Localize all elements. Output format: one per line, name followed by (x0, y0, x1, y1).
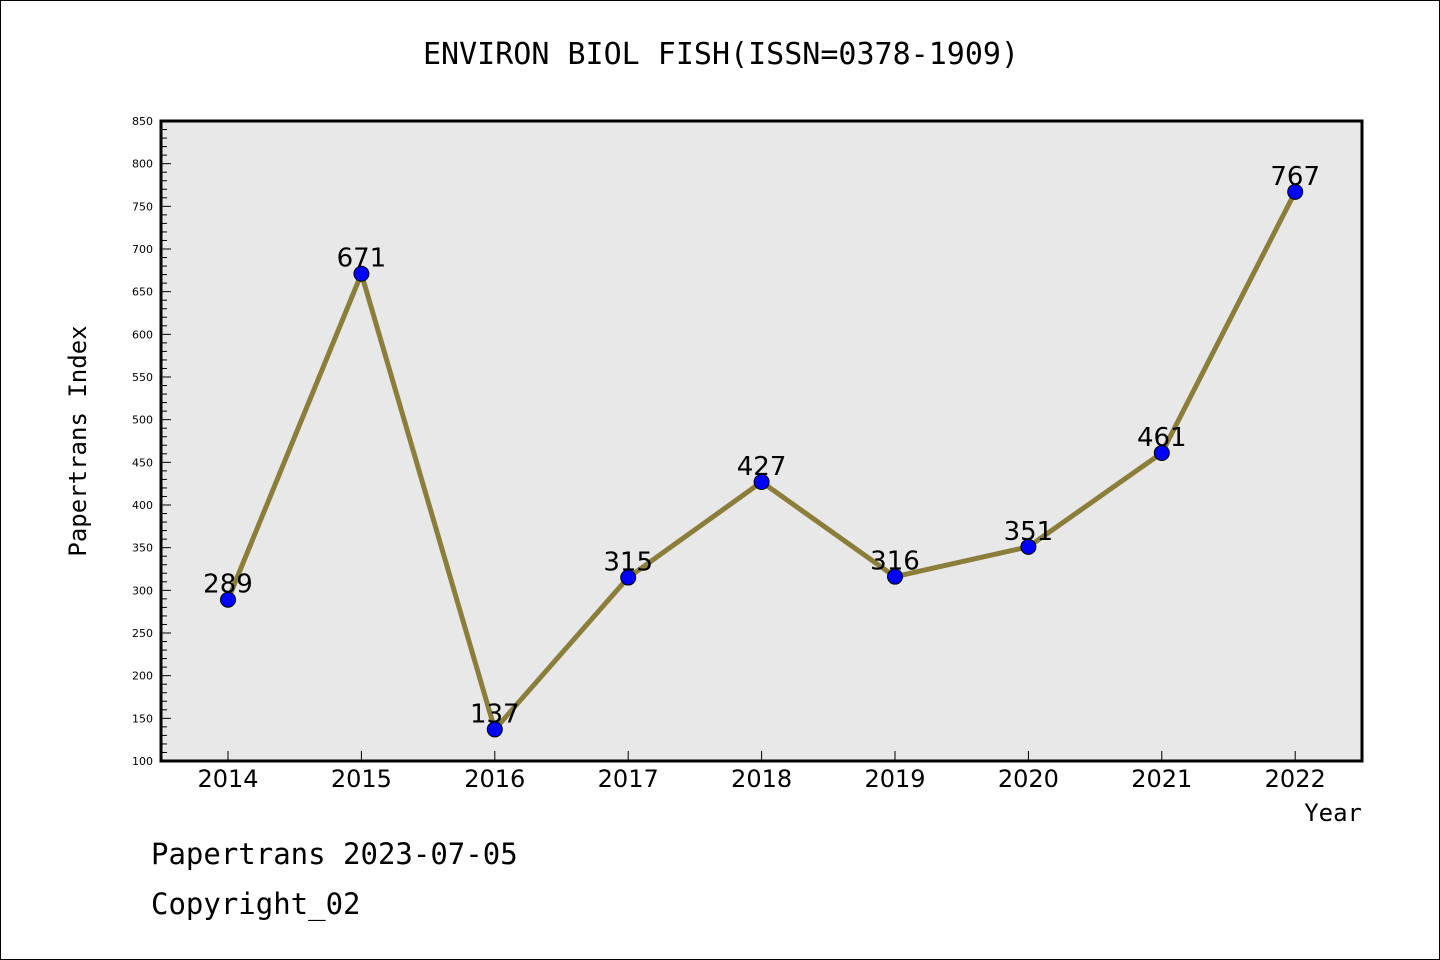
data-label: 427 (737, 452, 787, 482)
x-tick-label: 2014 (197, 765, 258, 793)
y-tick-label: 550 (132, 371, 153, 384)
footer-date: Papertrans 2023-07-05 (151, 837, 518, 871)
x-axis: 2014 2015 2016 2017 2018 2019 2020 2021 2022 (197, 751, 1326, 793)
x-axis-title: Year (1304, 799, 1362, 827)
data-label: 767 (1270, 162, 1320, 192)
x-tick-label: 2022 (1265, 765, 1326, 793)
data-label: 137 (470, 699, 520, 729)
plot-area (159, 119, 1364, 763)
x-tick-label: 2015 (331, 765, 392, 793)
data-point (220, 591, 236, 608)
y-tick-label: 600 (132, 328, 153, 341)
data-point (1020, 538, 1037, 555)
y-tick-label: 450 (132, 456, 153, 469)
y-tick-label: 650 (132, 286, 153, 299)
x-tick-label: 2019 (864, 765, 925, 793)
y-axis: 100 150 200 250 300 350 400 450 500 550 600 650 700 7… (132, 115, 171, 768)
y-tick-label: 800 (132, 158, 153, 171)
x-tick-label: 2021 (1131, 765, 1192, 793)
data-label: 315 (603, 548, 653, 578)
series-line-group: 289 671 137 315 427 316 351 461 767 (203, 162, 1320, 738)
y-tick-label: 350 (132, 542, 153, 555)
y-tick-label: 400 (132, 499, 153, 512)
x-tick-label: 2016 (464, 765, 525, 793)
y-tick-label: 150 (132, 712, 153, 725)
y-tick-label: 700 (132, 243, 153, 256)
x-tick-label: 2020 (998, 765, 1059, 793)
y-tick-label: 750 (132, 200, 153, 213)
y-axis-title: Papertrans Index (64, 325, 92, 556)
data-point (887, 568, 903, 585)
data-point (1287, 183, 1304, 200)
data-point (753, 473, 770, 490)
data-label: 461 (1137, 423, 1187, 453)
y-tick-label: 850 (132, 115, 153, 128)
data-point (486, 721, 503, 738)
data-label: 289 (203, 570, 253, 600)
chart-title: ENVIRON BIOL FISH(ISSN=0378-1909) (422, 37, 1020, 72)
x-tick-label: 2018 (731, 765, 792, 793)
data-label: 351 (1004, 517, 1054, 547)
y-tick-label: 200 (132, 670, 153, 683)
data-label: 316 (870, 547, 920, 577)
data-point (620, 569, 637, 586)
y-tick-label: 100 (132, 755, 153, 768)
data-label: 671 (337, 244, 387, 274)
y-tick-label: 300 (132, 584, 153, 597)
footer-copyright: Copyright_02 (151, 887, 361, 921)
data-point (353, 265, 370, 282)
y-tick-label: 250 (132, 627, 153, 640)
y-tick-label: 500 (132, 414, 153, 427)
data-point (1153, 444, 1170, 461)
x-tick-label: 2017 (598, 765, 659, 793)
